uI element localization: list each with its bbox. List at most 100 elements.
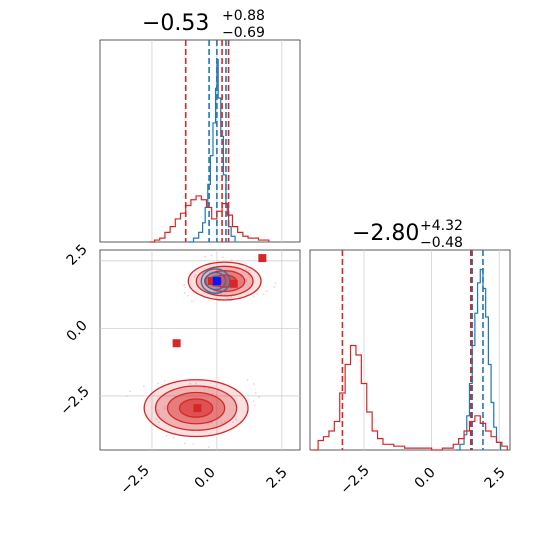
scatter-dot <box>125 395 128 398</box>
marginal-hist-x-panel: −0.53 +0.88 −0.69 <box>99 8 301 243</box>
marginal-y-title-sub: −0.48 <box>420 235 463 251</box>
scatter-dot <box>204 255 207 258</box>
scatter-dot <box>187 294 190 297</box>
marginal-x-title-sup: +0.88 <box>222 8 265 24</box>
scatter-dot <box>235 418 237 421</box>
joint-xtick-label: 0.0 <box>192 465 219 492</box>
marginal-hist-x-frame <box>99 39 301 243</box>
scatter-dot <box>252 383 255 385</box>
marginal-hist-y-marks <box>312 250 508 451</box>
scatter-dot <box>245 280 248 282</box>
marginal-hist-y-title: −2.80 +4.32 −0.48 <box>352 218 463 251</box>
scatter-dot <box>143 385 145 388</box>
scatter-dot <box>207 422 209 425</box>
joint-xtick-label: −2.5 <box>117 462 152 497</box>
scatter-dot <box>155 418 158 421</box>
marginal-y-xtick-label: 2.5 <box>482 465 509 492</box>
scatter-dot <box>207 446 210 449</box>
scatter-dot <box>245 268 247 270</box>
marginal-hist-y-grid <box>363 250 500 450</box>
scatter-dot <box>157 382 160 385</box>
marginal-y-title-sup: +4.32 <box>420 218 463 234</box>
joint-xticks: −2.5 0.0 2.5 <box>117 462 290 497</box>
histogram-series <box>455 268 502 451</box>
scatter-dot <box>158 421 161 424</box>
marker <box>207 277 216 286</box>
histogram-series <box>312 344 508 451</box>
marginal-y-xticks: −2.5 0.0 2.5 <box>337 462 508 497</box>
scatter-dot <box>195 382 198 385</box>
scatter-dot <box>210 421 213 424</box>
scatter-dot <box>210 254 213 257</box>
scatter-dot <box>262 293 265 295</box>
marker <box>193 404 202 413</box>
marginal-hist-y-panel: −2.80 +4.32 −0.48 −2.5 0.0 2.5 <box>309 218 511 498</box>
scatter-dot <box>254 392 257 394</box>
scatter-dot <box>246 379 249 381</box>
scatter-dot <box>172 436 175 439</box>
marginal-x-title-sub: −0.69 <box>222 25 265 41</box>
scatter-dot <box>220 422 223 425</box>
scatter-dot <box>265 290 268 293</box>
scatter-dot <box>274 282 277 285</box>
scatter-dot <box>211 392 214 395</box>
scatter-dot <box>230 259 233 261</box>
scatter-dot <box>203 386 206 389</box>
marker <box>229 279 238 288</box>
scatter-dot <box>164 407 166 410</box>
scatter-dot <box>163 380 166 382</box>
histogram-series <box>149 195 270 243</box>
scatter-dot <box>232 421 234 424</box>
joint-yticks: 2.5 0.0 −2.5 <box>57 242 92 419</box>
scatter-dot <box>252 400 255 403</box>
scatter-dot <box>184 286 187 289</box>
scatter-dot <box>226 296 229 299</box>
joint-panel: 2.5 0.0 −2.5 −2.5 0.0 2.5 <box>57 242 301 498</box>
scatter-dot <box>183 442 186 445</box>
joint-ytick-label: −2.5 <box>57 383 92 418</box>
joint-ytick-label: 2.5 <box>64 242 91 269</box>
marginal-y-xtick-label: 0.0 <box>412 465 439 492</box>
scatter-dot <box>189 382 192 385</box>
scatter-dot <box>221 256 224 259</box>
joint-ytick-label: 0.0 <box>64 318 91 345</box>
marker <box>212 277 221 286</box>
marker <box>172 339 181 348</box>
scatter-dot <box>193 275 196 278</box>
scatter-dot <box>194 273 197 276</box>
scatter-dot <box>256 293 259 296</box>
scatter-dot <box>224 420 227 423</box>
scatter-dot <box>183 292 186 294</box>
scatter-dot <box>215 394 218 396</box>
joint-marks <box>125 254 277 449</box>
marginal-hist-x-marks <box>149 40 270 243</box>
marginal-y-title-main: −2.80 <box>352 221 419 246</box>
joint-xtick-label: 2.5 <box>264 465 291 492</box>
scatter-dot <box>165 435 168 437</box>
scatter-dot <box>273 285 276 288</box>
scatter-dot <box>208 387 211 390</box>
marker <box>258 254 267 263</box>
scatter-dot <box>247 269 250 272</box>
scatter-dot <box>252 295 255 298</box>
scatter-dot <box>129 390 132 393</box>
scatter-dot <box>191 300 193 303</box>
scatter-dot <box>236 259 238 262</box>
scatter-dot <box>257 396 260 399</box>
marginal-hist-x-title: −0.53 +0.88 −0.69 <box>142 8 265 41</box>
contour-level <box>204 271 227 291</box>
scatter-dot <box>245 278 248 281</box>
scatter-dot <box>157 409 160 412</box>
scatter-dot <box>230 296 233 298</box>
marginal-y-xtick-label: −2.5 <box>337 462 372 497</box>
scatter-dot <box>183 283 185 286</box>
scatter-dot <box>253 404 256 407</box>
scatter-dot <box>158 412 161 415</box>
marginal-hist-y-frame <box>309 249 511 451</box>
scatter-dot <box>164 405 166 408</box>
scatter-dot <box>247 273 250 276</box>
scatter-dot <box>248 275 251 278</box>
marginal-x-title-main: −0.53 <box>142 11 209 36</box>
scatter-dot <box>192 443 195 445</box>
